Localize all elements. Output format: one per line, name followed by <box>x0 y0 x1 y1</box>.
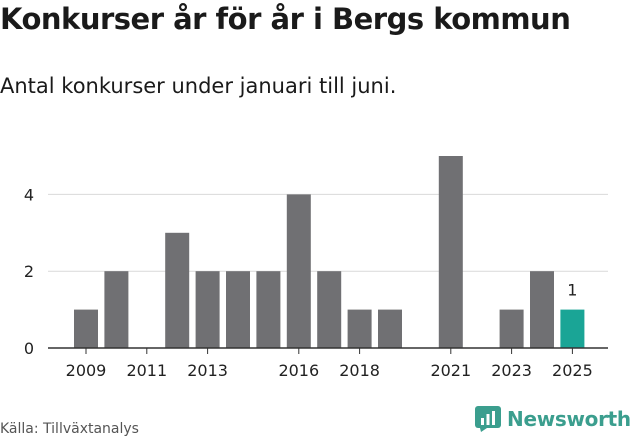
bar-2017 <box>317 271 342 348</box>
bar-2019 <box>378 309 402 348</box>
x-tick-label-2021: 2021 <box>430 361 471 380</box>
bar-2012 <box>165 232 190 348</box>
bar-2021 <box>438 156 463 348</box>
bar-2010 <box>104 271 129 348</box>
y-tick-label-4: 4 <box>24 185 34 204</box>
bar-2009 <box>74 309 98 348</box>
x-tick-label-2016: 2016 <box>278 361 319 380</box>
newsworthy-logo-icon <box>475 406 501 432</box>
bar-chart: 0 2 4 2009 2011 2013 2016 2018 2021 2023 2025 1 <box>24 156 608 380</box>
bar-2024 <box>530 271 554 348</box>
source-note: Källa: Tillväxtanalys <box>0 421 139 437</box>
bar-2014 <box>226 271 250 348</box>
brand-logo: Newsworthy <box>475 406 631 432</box>
data-label-2025: 1 <box>567 281 577 300</box>
x-tick-label-2018: 2018 <box>339 361 380 380</box>
bar-2016 <box>286 194 311 348</box>
x-tick-label-2023: 2023 <box>491 361 532 380</box>
bar-2025 <box>560 309 585 348</box>
chart-subtitle: Antal konkurser under januari till juni. <box>0 74 397 98</box>
x-tick-label-2013: 2013 <box>187 361 228 380</box>
bar-2018 <box>347 309 372 348</box>
bar-2013 <box>195 271 220 348</box>
x-tick-label-2011: 2011 <box>126 361 167 380</box>
bar-2015 <box>256 271 281 348</box>
x-tick-label-2025: 2025 <box>552 361 593 380</box>
y-tick-label-2: 2 <box>24 262 34 281</box>
x-tick-label-2009: 2009 <box>66 361 107 380</box>
y-tick-label-0: 0 <box>24 339 34 358</box>
brand-name: Newsworthy <box>507 407 631 431</box>
bar-2023 <box>499 309 524 348</box>
chart-title: Konkurser år för år i Bergs kommun <box>0 2 571 36</box>
